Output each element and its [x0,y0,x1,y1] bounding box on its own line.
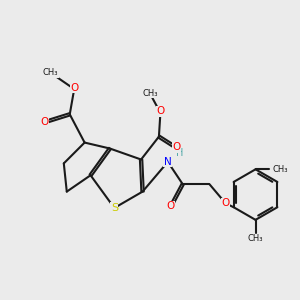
Text: O: O [167,202,175,212]
Text: O: O [156,106,164,116]
Text: N: N [164,157,172,167]
Text: O: O [172,142,181,152]
Text: CH₃: CH₃ [248,234,263,243]
Text: O: O [222,199,230,208]
Text: H: H [176,148,183,158]
Text: S: S [111,203,118,213]
Text: CH₃: CH₃ [272,165,288,174]
Text: O: O [40,117,49,127]
Text: CH₃: CH₃ [43,68,58,77]
Text: CH₃: CH₃ [142,89,158,98]
Text: O: O [70,82,78,93]
